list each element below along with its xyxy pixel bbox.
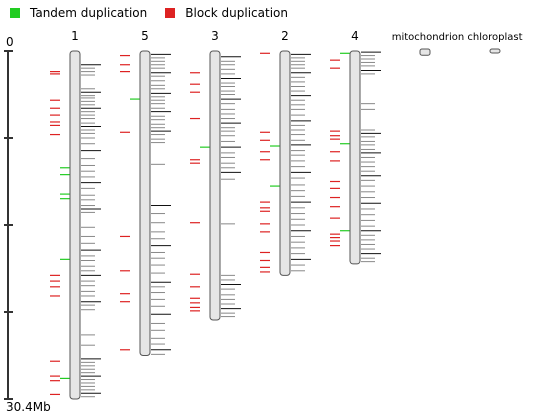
chromosome-label: 3	[211, 29, 219, 43]
chromosome-label: 1	[71, 29, 79, 43]
legend: Tandem duplication Block duplication	[10, 6, 306, 20]
chromosome-body	[349, 50, 361, 265]
legend-item-tandem: Tandem duplication	[10, 6, 147, 20]
organelle-label: chloroplast	[467, 32, 522, 43]
chromosome-body	[279, 50, 291, 276]
chromosome-body	[69, 50, 81, 400]
legend-label-block: Block duplication	[185, 6, 288, 20]
tandem-swatch-icon	[10, 8, 20, 18]
chromosome-label: 2	[281, 29, 289, 43]
block-swatch-icon	[165, 8, 176, 18]
scale-top-label: 0	[6, 35, 14, 49]
organelle-body	[489, 48, 501, 54]
chromosome-body	[139, 50, 151, 356]
chromosome-label: 5	[141, 29, 149, 43]
organelle-body	[419, 48, 431, 56]
legend-item-block: Block duplication	[165, 6, 288, 20]
scale-bottom-label: 30.4Mb	[6, 400, 51, 414]
chromosome-body	[209, 50, 221, 321]
organelle-label: mitochondrion	[392, 32, 465, 43]
legend-label-tandem: Tandem duplication	[30, 6, 148, 20]
chromosome-label: 4	[351, 29, 359, 43]
